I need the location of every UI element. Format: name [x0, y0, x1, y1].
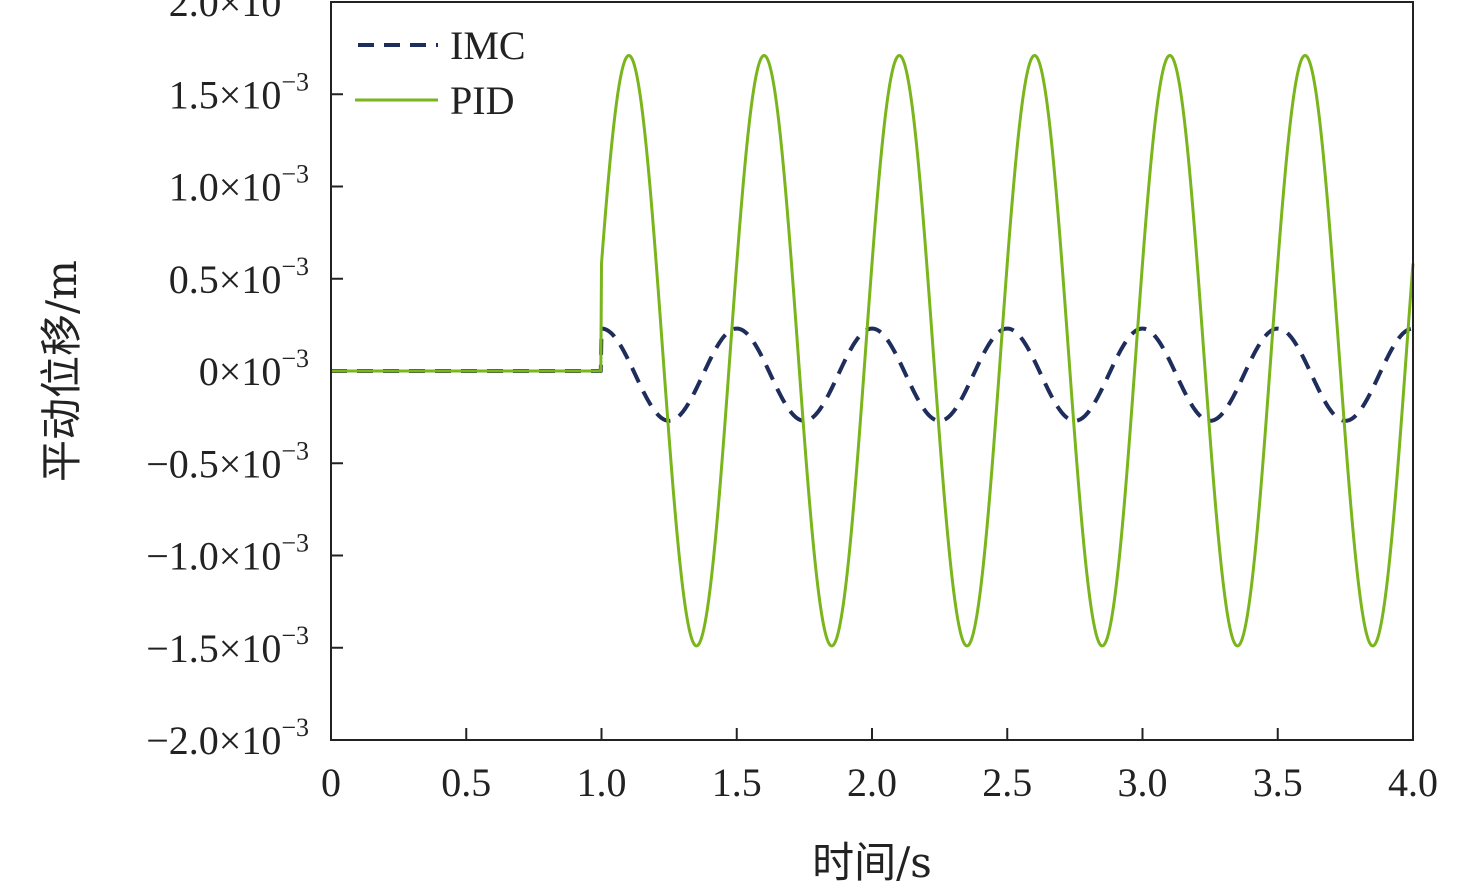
- y-tick-label: −0.5×10−3: [146, 436, 309, 486]
- x-tick-label: 3.0: [1118, 760, 1168, 805]
- plot-frame: [330, 1, 1414, 741]
- series-line-imc: [329, 326, 1415, 423]
- x-tick-label: 2.5: [982, 760, 1032, 805]
- y-tick-label: 2.0×10−3: [169, 0, 309, 25]
- y-tick-label: 1.5×10−3: [169, 67, 309, 117]
- x-tick-label: 2.0: [847, 760, 897, 805]
- x-tick-label: 1.5: [712, 760, 762, 805]
- series-line-pid: [330, 54, 1415, 648]
- y-tick-label: 0.5×10−3: [169, 252, 309, 302]
- x-tick-label: 0.5: [441, 760, 491, 805]
- series-layer: [329, 54, 1415, 648]
- legend-pid-label: PID: [450, 78, 514, 123]
- y-axis-label: 平动位移/m: [37, 260, 86, 482]
- x-tick-label: 1.0: [577, 760, 627, 805]
- y-tick-label: −1.0×10−3: [146, 529, 309, 579]
- x-tick-label: 4.0: [1388, 760, 1438, 805]
- ticks-layer: 0 0.5 1.0 1.5 2.0 2.5 3.0 3.5 4.0 2.0×10−3 1.5×10−…: [146, 0, 1438, 805]
- y-tick-label: −2.0×10−3: [146, 713, 309, 763]
- x-axis-label: 时间/s: [812, 838, 932, 887]
- x-tick-label: 0: [321, 760, 341, 805]
- y-tick-label: 1.0×10−3: [169, 160, 309, 210]
- y-tick-label: 0×10−3: [199, 344, 309, 394]
- x-tick-label: 3.5: [1253, 760, 1303, 805]
- y-tick-label: −1.5×10−3: [146, 621, 309, 671]
- legend-imc-label: IMC: [450, 23, 526, 68]
- legend: IMC PID: [355, 23, 526, 123]
